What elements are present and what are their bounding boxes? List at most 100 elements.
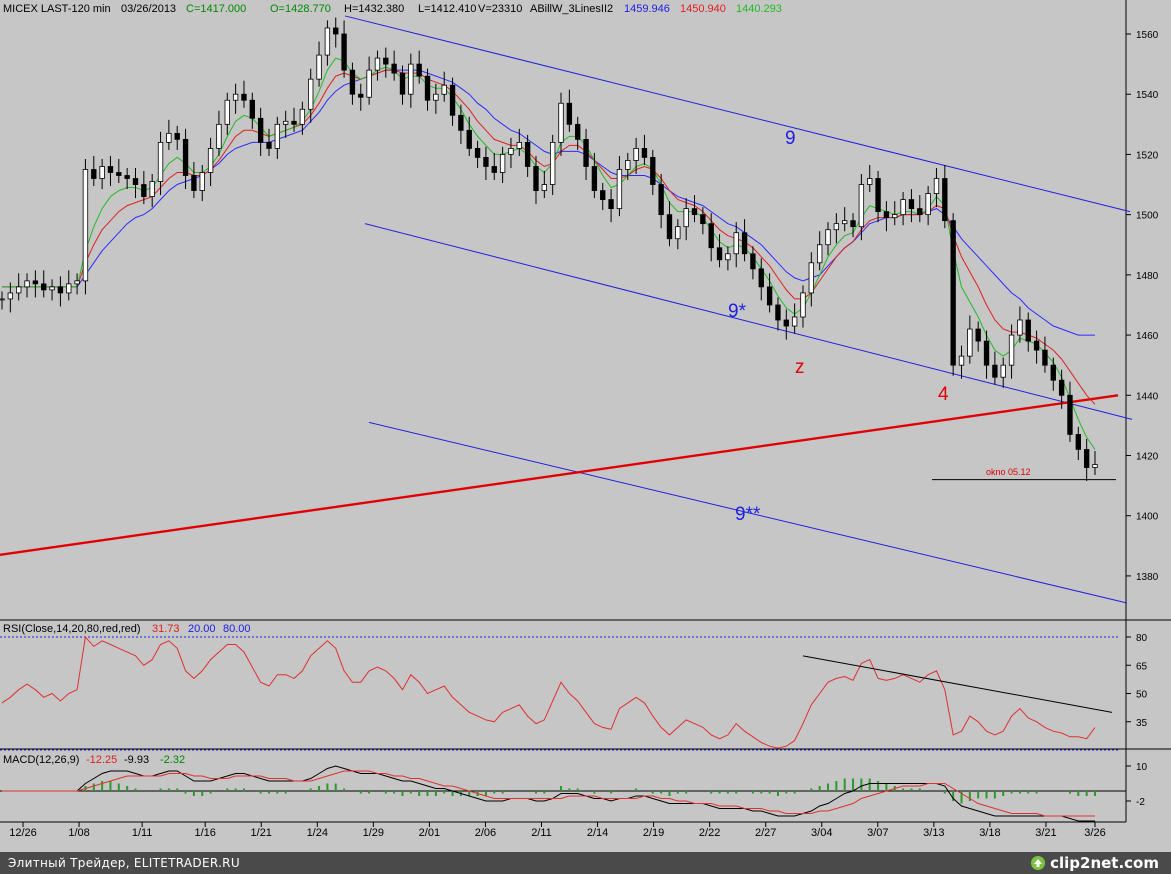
candle-body (675, 226, 681, 240)
open-label: O=1428.770 (270, 3, 331, 15)
candle-body (74, 280, 80, 285)
candle-body (16, 286, 22, 294)
candle-body (867, 178, 873, 185)
x-tick-label: 2/11 (531, 827, 552, 839)
rsi-line (1, 635, 1096, 749)
candle-body (132, 178, 139, 185)
high-label: H=1432.380 (344, 3, 404, 15)
candle-body (700, 214, 706, 225)
candle-body (424, 75, 431, 101)
candle-body (0, 298, 5, 301)
candle-body (541, 184, 548, 191)
clip2net-logo[interactable]: clip2net.com (1030, 854, 1159, 872)
candle-body (558, 102, 564, 143)
candle-body (783, 319, 789, 327)
candle-body (967, 328, 973, 357)
candle-body (207, 148, 214, 173)
candle-body (992, 364, 998, 378)
annotations: 9 9* 9** z 4 okno 05.12 (728, 128, 1031, 525)
candle-body (366, 69, 372, 98)
candle-body (1000, 364, 1006, 378)
ma-red-value: 1450.940 (680, 3, 726, 15)
moving-averages (2, 57, 1096, 450)
candle-body (633, 148, 639, 161)
candle-body (308, 78, 314, 110)
candle-body (1092, 464, 1098, 468)
x-tick-label: 1/16 (194, 827, 215, 839)
candle-body (1067, 394, 1073, 435)
footer-source-text: Элитный Трейдер, ELITETRADER.RU (8, 856, 240, 870)
candle-body (383, 57, 389, 65)
price-tick-label: 1400 (1136, 512, 1159, 523)
candle-body (1050, 364, 1056, 381)
ma-blue-value: 1459.946 (624, 3, 670, 15)
candle-body (191, 175, 197, 191)
candle-body (816, 244, 823, 264)
candle-body (433, 93, 439, 101)
x-tick-label: 2/19 (643, 827, 664, 839)
candle-body (691, 208, 698, 216)
candle-body (658, 184, 664, 216)
candles (0, 17, 1098, 482)
candle-body (107, 166, 114, 173)
trendline-9 (364, 223, 1133, 420)
candle-body (1075, 434, 1081, 450)
candle-body (983, 340, 990, 366)
rsi-tick-label: 80 (1136, 633, 1148, 644)
price-tick-label: 1520 (1136, 150, 1159, 161)
candle-body (958, 355, 965, 366)
macd-legend: MACD(12,26,9) -12.25 -9.93 -2.32 (3, 754, 185, 766)
chart-frame (0, 0, 1171, 823)
candle-body (483, 157, 489, 167)
chart-canvas[interactable]: MICEX LAST-120 min 03/26/2013 C=1417.000… (0, 0, 1171, 852)
candle-body (49, 286, 55, 291)
candle-body (908, 199, 915, 210)
candle-body (583, 138, 589, 167)
macd-hist-value: -2.32 (160, 754, 185, 766)
macd-value: -12.25 (86, 754, 117, 766)
macd-tick-label: 10 (1136, 762, 1148, 773)
ma-line-green (2, 57, 1096, 450)
candle-body (141, 184, 147, 197)
candle-body (82, 169, 89, 282)
candle-body (875, 178, 881, 213)
candle-body (1033, 340, 1040, 351)
x-tick-label: 2/27 (755, 827, 776, 839)
candle-body (925, 193, 931, 216)
candle-body (324, 27, 331, 56)
candle-body (808, 262, 814, 294)
candle-body (549, 141, 556, 185)
candle-body (716, 247, 723, 261)
candle-body (224, 99, 230, 125)
price-tick-label: 1540 (1136, 90, 1159, 101)
x-tick-label: 1/24 (307, 827, 328, 839)
candle-body (683, 208, 689, 228)
candle-body (933, 178, 940, 194)
candle-body (41, 283, 47, 291)
macd-signal-value: -9.93 (124, 754, 149, 766)
candle-body (1058, 379, 1065, 396)
candle-body (341, 33, 347, 71)
candle-body (708, 223, 714, 249)
candle-body (57, 286, 64, 294)
okno-label: okno 05.12 (986, 467, 1031, 477)
candle-body (616, 169, 623, 210)
candle-body (116, 172, 122, 176)
channel-low-label: 9** (735, 504, 761, 525)
footer-bar: Элитный Трейдер, ELITETRADER.RU clip2net… (0, 852, 1171, 874)
symbol-label: MICEX LAST-120 min (3, 3, 111, 15)
candle-body (1083, 449, 1090, 468)
candle-body (608, 199, 614, 210)
trend-lines (0, 15, 1133, 604)
candle-body (566, 102, 573, 125)
candle-body (900, 199, 906, 216)
candle-body (283, 120, 289, 125)
close-label: C=1417.000 (186, 3, 246, 15)
candle-body (349, 69, 356, 95)
candle-body (441, 84, 447, 95)
candle-body (499, 154, 506, 173)
price-legend: MICEX LAST-120 min 03/26/2013 C=1417.000… (3, 3, 782, 15)
ma-line-blue (2, 69, 1095, 336)
candle-body (666, 214, 673, 240)
rsi-legend: RSI(Close,14,20,80,red,red) 31.73 20.00 … (3, 623, 251, 635)
